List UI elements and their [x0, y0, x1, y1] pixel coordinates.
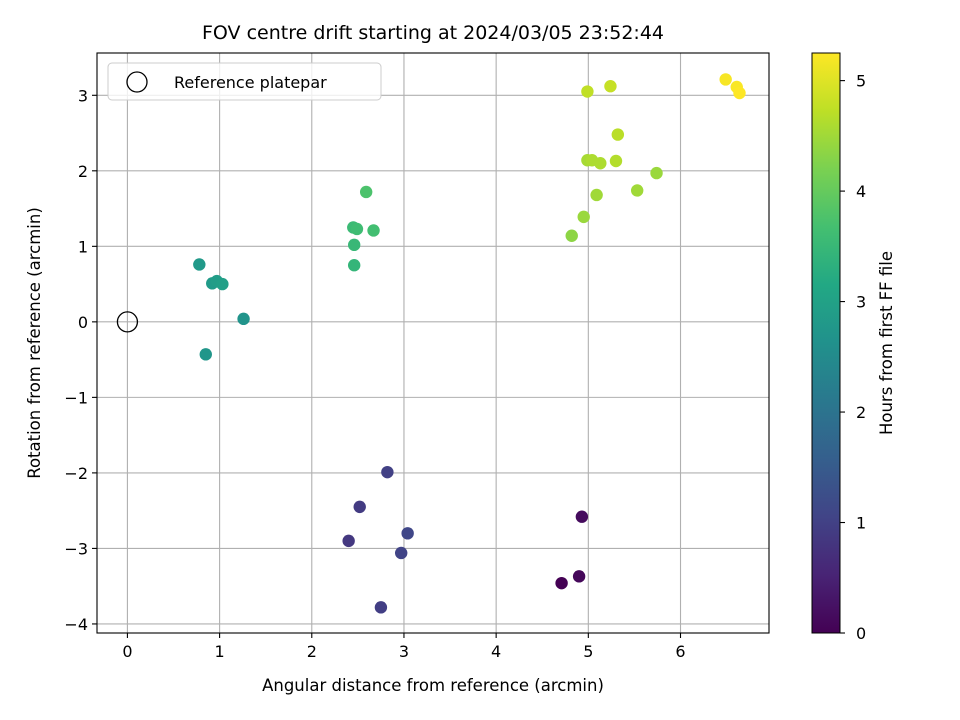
colorbar-label: Hours from first FF file	[877, 251, 896, 435]
y-tick-label: 0	[78, 313, 88, 332]
legend-box	[107, 62, 382, 101]
legend: Reference platepar	[107, 62, 382, 101]
data-point	[350, 222, 364, 236]
x-tick-label: 2	[307, 642, 317, 661]
x-tick-label: 0	[122, 642, 132, 661]
y-tick-label: 2	[78, 162, 88, 181]
data-point	[374, 601, 388, 614]
colorbar-gradient	[812, 53, 840, 633]
data-point	[733, 86, 746, 100]
data-point	[630, 184, 644, 197]
y-axis-label: Rotation from reference (arcmin)	[25, 207, 44, 479]
x-tick-label: 6	[675, 642, 685, 661]
y-axis-ticks: −4 −3 −2 −1 0 1 2 3	[64, 86, 97, 634]
colorbar-frame	[811, 52, 841, 634]
data-point	[590, 188, 603, 202]
x-tick-label: 4	[491, 642, 501, 661]
y-tick-label: −1	[64, 388, 88, 407]
x-tick-label: 1	[215, 642, 225, 661]
y-tick-label: −2	[64, 464, 88, 483]
plot-area: 0 1 2 3 4 5 6 −4 −3 −2 −1 0 1 2 3	[64, 52, 770, 661]
data-point	[367, 224, 380, 237]
y-tick-label: −4	[64, 615, 88, 634]
data-point	[353, 500, 366, 514]
colorbar-tick-label: 2	[856, 403, 866, 422]
data-point	[193, 258, 206, 271]
colorbar-tick-label: 0	[856, 624, 866, 643]
data-point	[347, 238, 361, 252]
data-point	[394, 546, 408, 560]
y-tick-label: −3	[64, 539, 88, 558]
plot-background	[97, 53, 769, 633]
data-point	[555, 576, 568, 590]
data-points	[116, 73, 746, 614]
data-point	[199, 348, 212, 361]
data-point	[347, 259, 361, 272]
data-point	[609, 154, 623, 168]
colorbar-ticks: 0 1 2 3 4 5	[840, 72, 866, 643]
data-point	[719, 73, 732, 86]
data-point	[577, 210, 590, 224]
data-point	[575, 510, 589, 523]
data-point	[381, 465, 394, 479]
data-point	[237, 312, 250, 326]
data-point	[342, 534, 355, 548]
data-point	[650, 166, 663, 180]
data-point	[216, 277, 229, 291]
data-point	[401, 527, 414, 540]
colorbar-tick-label: 5	[856, 72, 866, 91]
data-point	[572, 570, 586, 583]
data-point	[359, 185, 373, 199]
colorbar-tick-label: 4	[856, 182, 866, 201]
y-tick-label: 3	[78, 86, 88, 105]
x-axis-label: Angular distance from reference (arcmin)	[262, 676, 604, 695]
colorbar-tick-label: 3	[856, 293, 866, 312]
data-point	[594, 157, 607, 170]
x-tick-label: 3	[399, 642, 409, 661]
x-tick-label: 5	[583, 642, 593, 661]
data-point	[565, 229, 578, 242]
legend-label-reference: Reference platepar	[174, 73, 327, 92]
legend-marker-reference	[126, 71, 148, 93]
reference-marker	[116, 311, 139, 333]
x-axis-ticks: 0 1 2 3 4 5 6	[122, 633, 686, 661]
data-point	[604, 80, 617, 93]
colorbar: 0 1 2 3 4 5 Hours from first FF file	[811, 52, 896, 643]
colorbar-tick-label: 1	[856, 514, 866, 533]
data-point	[611, 128, 625, 141]
data-point	[581, 85, 594, 98]
plot-frame	[96, 52, 770, 634]
y-tick-label: 1	[78, 237, 88, 256]
chart-title: FOV centre drift starting at 2024/03/05 …	[202, 22, 664, 44]
